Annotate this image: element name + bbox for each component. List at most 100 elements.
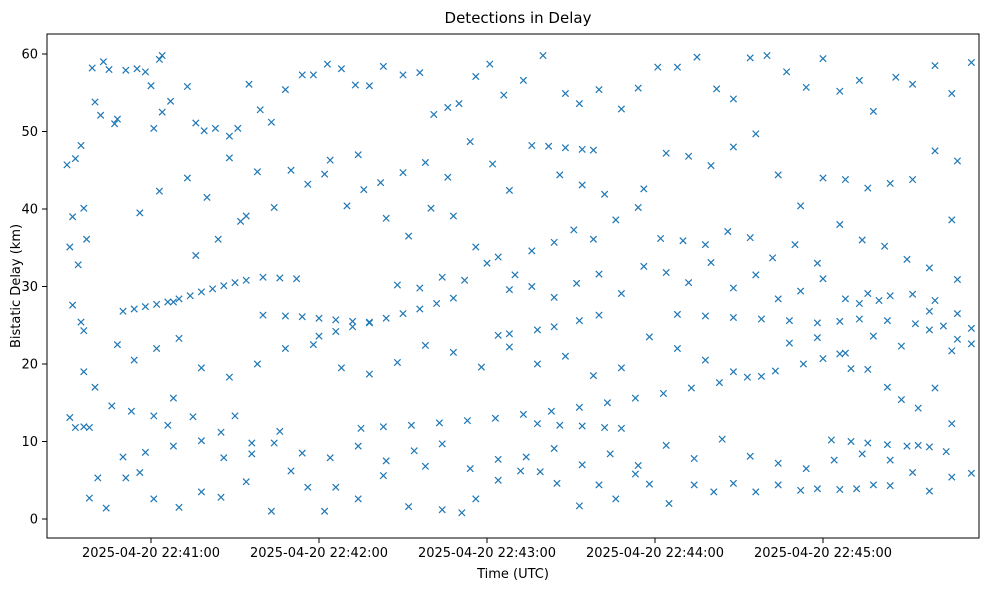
- scatter-point-noise: [354, 495, 362, 503]
- scatter-point-track-left-rising: [292, 275, 301, 283]
- scatter-point-noise: [886, 292, 894, 300]
- scatter-point-noise: [382, 457, 390, 465]
- scatter-point-noise: [183, 82, 192, 91]
- scatter-point-noise: [399, 71, 407, 79]
- chart-title: Detections in Delay: [445, 9, 592, 27]
- scatter-point-noise: [320, 507, 329, 515]
- scatter-point-track-rising-main: [575, 403, 584, 412]
- scatter-point-noise: [782, 68, 791, 76]
- scatter-point-noise: [458, 509, 466, 517]
- scatter-point-noise: [634, 84, 642, 92]
- scatter-point-noise: [746, 234, 754, 242]
- scatter-point-noise: [136, 209, 144, 217]
- scatter-point-track-upper-mid: [533, 326, 542, 334]
- y-tick-label: 0: [30, 513, 38, 528]
- scatter-point-noise: [606, 450, 614, 458]
- scatter-marks: [63, 51, 976, 517]
- scatter-point-track-26km-right: [836, 317, 844, 325]
- scatter-point-noise: [488, 160, 497, 168]
- scatter-point-noise: [85, 494, 94, 502]
- scatter-point-track-25km-far-right: [939, 322, 948, 330]
- scatter-point-noise: [399, 168, 407, 177]
- scatter-point-track-mid-rising: [348, 323, 357, 331]
- scatter-point-noise: [236, 217, 245, 226]
- scatter-point-noise: [931, 147, 939, 155]
- scatter-point-noise: [309, 71, 318, 79]
- scatter-point-noise: [774, 459, 782, 467]
- scatter-point-track-mid-rising: [332, 327, 340, 336]
- scatter-point-noise: [690, 481, 698, 489]
- y-tick-label: 60: [21, 48, 38, 63]
- scatter-point-noise: [813, 259, 822, 267]
- scatter-point-noise: [665, 499, 673, 508]
- scatter-point-track-rising-main: [357, 424, 365, 432]
- scatter-point-noise: [225, 373, 234, 381]
- scatter-point-track-right-lower: [948, 420, 956, 428]
- scatter-point-noise: [931, 384, 939, 392]
- scatter-point-noise: [94, 474, 102, 482]
- scatter-point-noise: [410, 447, 418, 455]
- scatter-point-noise: [925, 326, 934, 334]
- scatter-point-noise: [858, 236, 866, 244]
- scatter-point-noise: [575, 502, 584, 510]
- scatter-point-noise: [175, 503, 183, 511]
- scatter-point-track-12km-mid: [578, 422, 586, 430]
- scatter-point-noise: [281, 86, 290, 94]
- scatter-point-noise: [365, 82, 374, 90]
- scatter-point-track-right-lower: [903, 442, 911, 450]
- scatter-point-noise: [472, 243, 480, 251]
- scatter-point-track-25km-far-right: [967, 324, 976, 332]
- scatter-point-noise: [654, 63, 662, 71]
- scatter-point-noise: [438, 506, 446, 514]
- scatter-point-noise: [645, 480, 654, 488]
- scatter-point-noise: [158, 51, 166, 60]
- scatter-point-noise: [231, 412, 239, 420]
- scatter-point-noise: [477, 363, 486, 371]
- scatter-point-noise: [332, 483, 340, 491]
- scatter-point-noise: [528, 282, 536, 291]
- scatter-point-noise: [908, 468, 917, 477]
- scatter-point-noise: [80, 204, 88, 212]
- scatter-point-noise: [267, 118, 276, 126]
- scatter-point-track-left-rising: [152, 300, 161, 308]
- scatter-point-noise: [570, 226, 578, 234]
- scatter-point-noise: [841, 349, 850, 357]
- scatter-point-noise: [127, 407, 136, 415]
- scatter-point-noise: [634, 461, 642, 470]
- x-tick-label: 2025-04-20 22:41:00: [82, 546, 220, 561]
- scatter-point-noise: [550, 444, 558, 453]
- x-tick-label: 2025-04-20 22:44:00: [586, 546, 724, 561]
- scatter-point-noise: [309, 341, 318, 349]
- scatter-point-track-mid-rising: [382, 314, 390, 322]
- scatter-point-noise: [77, 318, 85, 326]
- scatter-point-noise: [617, 289, 626, 298]
- scatter-point-noise: [729, 368, 738, 376]
- scatter-point-noise: [217, 493, 225, 501]
- scatter-point-noise: [455, 99, 463, 108]
- scatter-point-noise: [337, 364, 346, 372]
- scatter-point-track-26km-right: [875, 296, 883, 305]
- x-tick-label: 2025-04-20 22:42:00: [250, 546, 388, 561]
- scatter-point-noise: [360, 186, 368, 194]
- scatter-point-noise: [147, 82, 155, 90]
- scatter-point-track-mid-rising: [416, 305, 424, 313]
- scatter-point-noise: [774, 295, 782, 303]
- scatter-point-noise: [841, 175, 850, 184]
- scatter-point-noise: [768, 254, 777, 262]
- scatter-point-track-12km-mid: [600, 423, 609, 432]
- scatter-point-noise: [66, 413, 74, 422]
- scatter-point-noise: [729, 284, 738, 292]
- scatter-point-noise: [931, 296, 939, 305]
- scatter-point-noise: [197, 488, 206, 496]
- scatter-point-noise: [326, 454, 334, 462]
- scatter-point-noise: [561, 89, 570, 98]
- scatter-point-noise: [746, 452, 754, 460]
- scatter-point-track-26km-right: [785, 316, 794, 325]
- scatter-point-noise: [155, 187, 164, 195]
- scatter-point-noise: [553, 479, 561, 487]
- scatter-point-track-26km-right: [757, 315, 766, 323]
- scatter-point-noise: [701, 356, 710, 364]
- scatter-point-track-rising-main: [715, 378, 724, 387]
- scatter-point-noise: [63, 161, 71, 169]
- scatter-point-noise: [192, 251, 200, 260]
